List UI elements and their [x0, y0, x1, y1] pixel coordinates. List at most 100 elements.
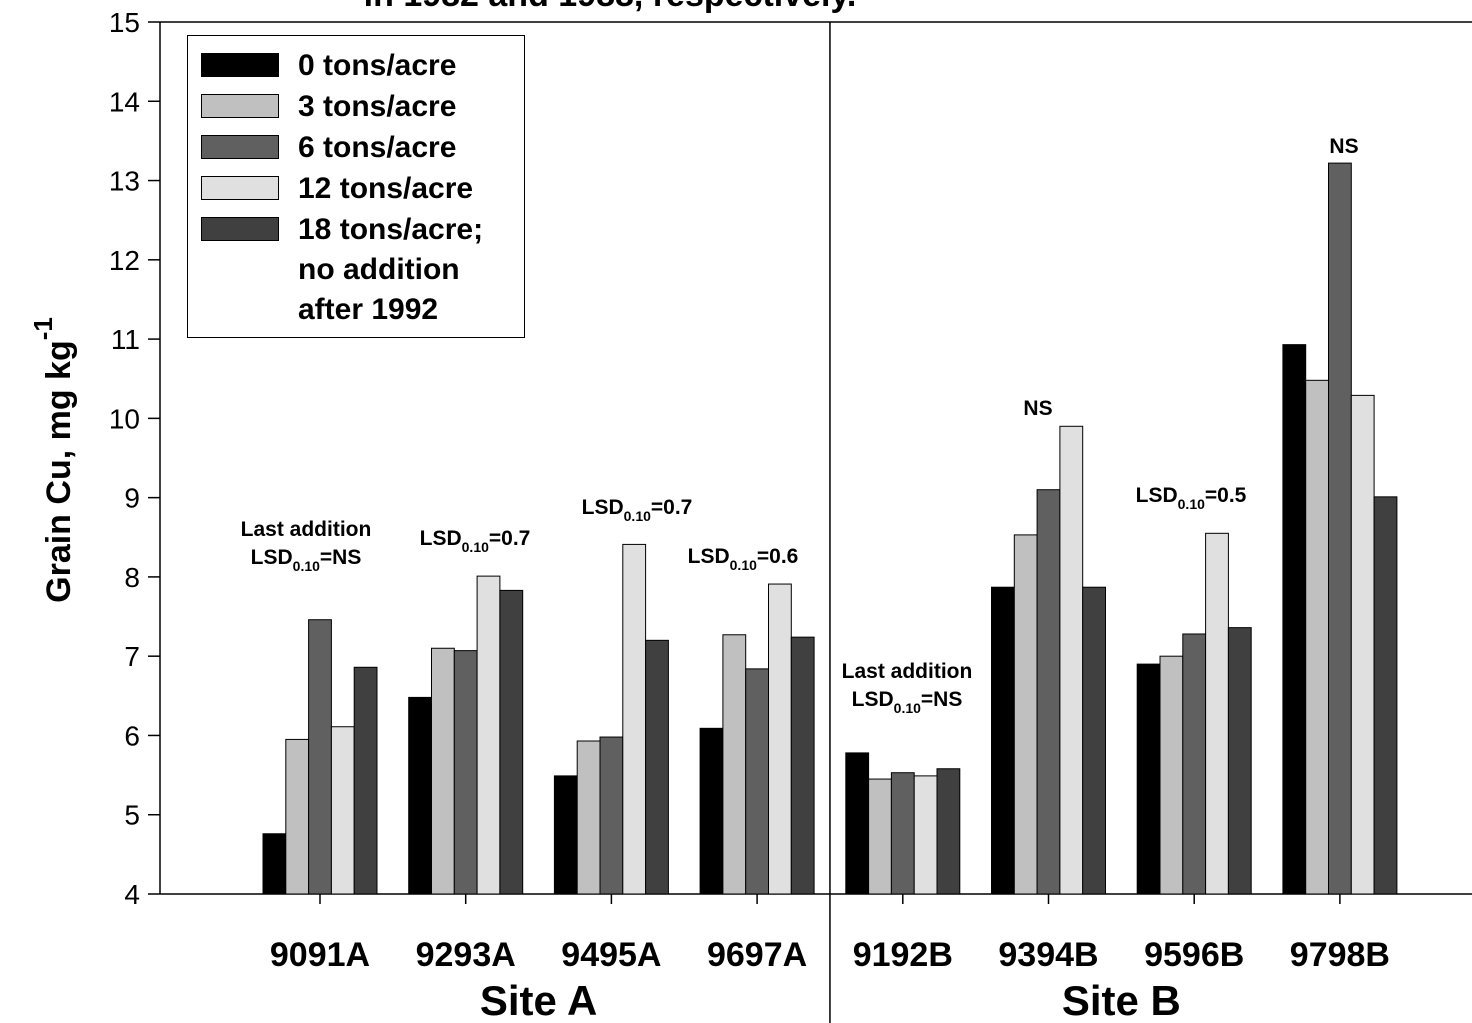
bar: [845, 752, 870, 895]
bar: [1282, 344, 1307, 895]
bar: [936, 768, 961, 895]
y-tick-label: 14: [109, 86, 140, 117]
legend-swatch: [201, 135, 279, 159]
bar: [699, 727, 724, 895]
y-tick-label: 12: [109, 245, 140, 276]
annotation-part: =NS: [320, 546, 361, 569]
y-tick-label: 13: [109, 166, 140, 197]
y-tick-label: 6: [124, 720, 140, 751]
annotation-part: 0.10: [730, 557, 757, 573]
annotation-part: 0.10: [293, 558, 320, 574]
bar: [790, 636, 815, 895]
x-tick-label: 9091A: [270, 936, 370, 974]
legend-swatch: [201, 176, 279, 200]
annotation-part: Last addition: [241, 518, 372, 541]
bar: [553, 775, 578, 895]
annotation-part: 0.10: [894, 700, 921, 716]
legend-entry: 18 tons/acre; no addition after 1992: [201, 210, 483, 330]
legend-label: 12 tons/acre: [298, 172, 474, 205]
legend-label: 18 tons/acre; no addition after 1992: [298, 213, 484, 326]
x-tick-label: 9495A: [561, 936, 661, 974]
bar: [645, 639, 669, 895]
bar: [285, 738, 310, 895]
annotation-part: LSD: [688, 545, 730, 568]
bar: [353, 666, 378, 895]
annotation-part: =NS: [921, 688, 962, 711]
annotation: LSD0.10=0.7: [582, 496, 693, 524]
group-label: Site A: [480, 977, 597, 1023]
bar: [1373, 496, 1398, 895]
bar: [1082, 586, 1106, 895]
y-label-main: Grain Cu, mg kg: [40, 340, 78, 603]
legend-entry: 12 tons/acre: [201, 169, 473, 209]
bar: [1182, 633, 1207, 895]
bar: [622, 543, 647, 895]
bar: [1136, 663, 1161, 895]
x-tick-label: 9697A: [707, 936, 807, 974]
bar: [408, 696, 433, 895]
chart-title: in 1982 and 1988, respectively.: [364, 0, 857, 14]
annotation-part: LSD: [251, 546, 293, 569]
y-tick-label: 10: [109, 403, 140, 434]
bar: [768, 583, 792, 895]
annotation-part: =0.5: [1205, 484, 1247, 507]
legend-label: 0 tons/acre: [298, 49, 457, 82]
legend-entry: 0 tons/acre: [201, 46, 456, 86]
legend-label: 3 tons/acre: [298, 90, 457, 123]
y-tick-label: 15: [109, 7, 140, 38]
annotation-part: 0.10: [1178, 496, 1205, 512]
y-label-sup: -1: [28, 317, 58, 340]
group-label: Site B: [1062, 977, 1181, 1023]
bar: [499, 589, 524, 895]
bar: [453, 650, 478, 895]
annotation-part: NS: [1023, 397, 1052, 420]
annotation-part: =0.7: [651, 496, 692, 519]
bar: [330, 726, 355, 895]
bar: [308, 619, 332, 895]
annotation: LSD0.10=NS: [852, 688, 963, 716]
y-tick-label: 7: [124, 641, 140, 672]
annotation: NS: [1329, 135, 1358, 158]
bar: [1305, 379, 1329, 895]
annotation-part: 0.10: [624, 508, 651, 524]
bar: [1013, 534, 1038, 895]
x-tick-label: 9596B: [1144, 936, 1244, 974]
annotation: Last addition: [842, 660, 973, 683]
bar: [1350, 394, 1375, 895]
y-tick-label: 8: [124, 562, 140, 593]
annotation: LSD0.10=0.7: [420, 527, 531, 555]
annotation: LSD0.10=0.6: [688, 545, 799, 573]
y-axis-label: Grain Cu, mg kg-1: [28, 317, 78, 603]
bar: [1328, 162, 1352, 895]
bar: [262, 833, 287, 895]
y-tick-label: 5: [124, 800, 140, 831]
annotation: NS: [1023, 397, 1052, 420]
bar: [1159, 655, 1184, 895]
y-tick-label: 11: [111, 324, 140, 355]
annotation-part: LSD: [852, 688, 894, 711]
y-tick-label: 4: [124, 879, 140, 910]
annotation-part: =0.6: [757, 545, 798, 568]
y-tick-label: 9: [124, 483, 140, 514]
bar: [599, 736, 624, 895]
annotation: LSD0.10=0.5: [1136, 484, 1247, 512]
annotation: Last addition: [241, 518, 372, 541]
annotation-part: Last addition: [842, 660, 973, 683]
bar: [868, 778, 892, 895]
legend-swatch: [201, 53, 279, 77]
legend-label: 6 tons/acre: [298, 131, 457, 164]
x-tick-label: 9293A: [416, 936, 516, 974]
annotation: LSD0.10=NS: [251, 546, 362, 574]
annotation-part: LSD: [582, 496, 624, 519]
bar: [890, 772, 915, 895]
legend-entry: 3 tons/acre: [201, 87, 456, 127]
legend-swatch: [201, 217, 279, 241]
annotation-part: 0.10: [462, 539, 489, 555]
bar: [1059, 425, 1084, 895]
legend: 0 tons/acre 3 tons/acre 6 tons/acre 12 tons…: [187, 35, 525, 338]
bar: [431, 647, 455, 895]
annotation-part: NS: [1329, 135, 1358, 158]
x-tick-label: 9798B: [1290, 936, 1390, 974]
